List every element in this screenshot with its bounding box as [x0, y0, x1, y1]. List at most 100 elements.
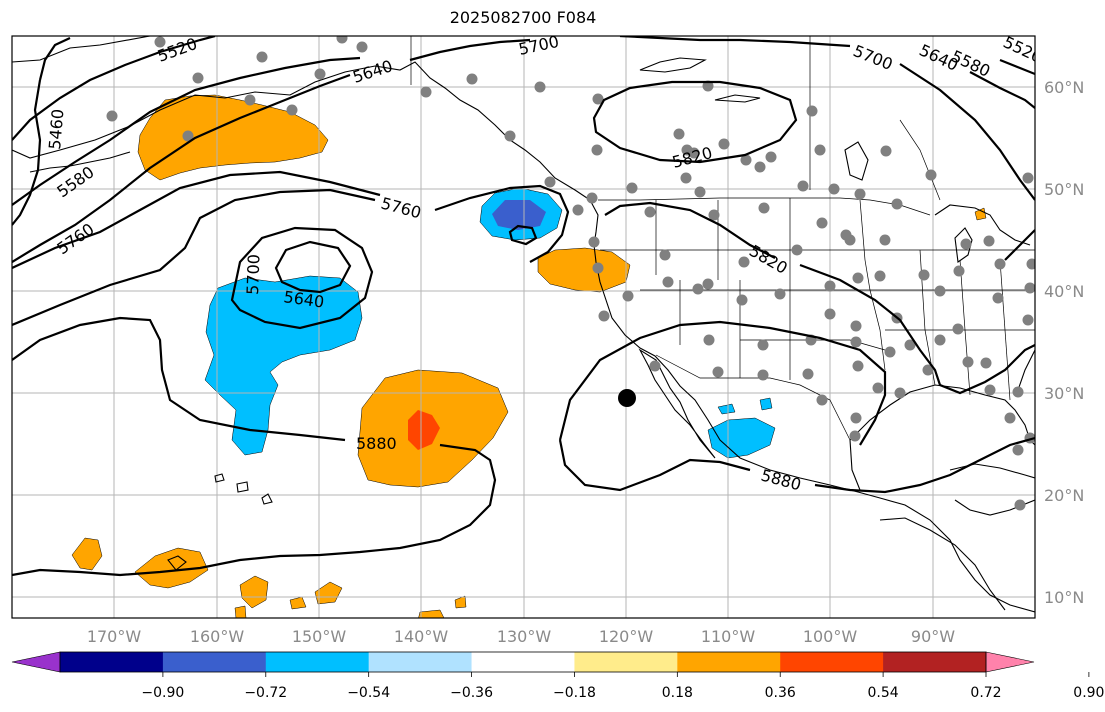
colorbar-tick-label: −0.54 — [347, 685, 390, 701]
colorbar: −0.90 −0.72 −0.54 −0.36 −0.18 0.18 0.36 0.54 0.7… — [11, 651, 1104, 701]
contour-label: 5460 — [45, 108, 67, 150]
colorbar-cell — [780, 652, 884, 672]
station-dot — [626, 182, 638, 194]
station-dot — [850, 412, 862, 424]
lat-label: 60°N — [1044, 78, 1084, 97]
contour-5700-east — [899, 63, 1035, 201]
contour-5820-north — [592, 80, 798, 164]
contour-5880 — [1004, 229, 1035, 261]
station-dot — [588, 236, 600, 248]
contour-5880-mexico — [558, 439, 751, 492]
contour-5820 — [604, 201, 776, 259]
station-dot — [740, 154, 752, 166]
station-dot — [356, 41, 368, 53]
colorbar-cell — [265, 652, 370, 672]
colorbar-tick-label: −0.90 — [141, 685, 184, 701]
negative-anomaly-pacific — [204, 275, 363, 456]
lon-label: 150°W — [292, 627, 347, 646]
station-dot — [850, 336, 862, 348]
station-dot — [718, 138, 730, 150]
station-dot — [1004, 412, 1016, 424]
colorbar-frame — [59, 651, 987, 673]
lat-label: 40°N — [1044, 282, 1084, 301]
contour-5520-west — [12, 36, 216, 141]
station-dot — [738, 256, 750, 268]
station-dot — [649, 360, 661, 372]
station-dot — [962, 356, 974, 368]
station-dot — [644, 206, 656, 218]
station-dot — [572, 204, 584, 216]
coastlines — [12, 36, 1035, 613]
station-dot — [992, 292, 1004, 304]
station-dot — [872, 382, 884, 394]
contour-5700-low — [230, 226, 374, 330]
station-dot — [904, 339, 916, 351]
storm-center-marker — [618, 389, 636, 407]
lat-label: 20°N — [1044, 486, 1084, 505]
station-dot — [192, 72, 204, 84]
station-dot — [814, 144, 826, 156]
lon-label: 170°W — [87, 627, 142, 646]
station-dot — [712, 366, 724, 378]
station-dot — [659, 249, 671, 261]
station-dot — [692, 283, 704, 295]
contour-5820 — [12, 443, 497, 577]
colorbar-tick-label: 0.72 — [970, 685, 1001, 701]
station-dot — [688, 147, 700, 159]
station-dot — [1026, 258, 1035, 270]
colorbar-tick-label: 0.90 — [1073, 685, 1104, 701]
station-dot — [802, 368, 814, 380]
station-dot — [702, 80, 714, 92]
station-dot — [934, 334, 946, 346]
anomaly-shading — [71, 94, 987, 618]
colorbar-cell — [883, 652, 987, 672]
contour-5580-west — [12, 56, 361, 206]
height-contours — [12, 36, 1035, 577]
map-frame — [11, 35, 1036, 619]
colorbar-tick-label: −0.72 — [244, 685, 287, 701]
colorbar-tick-label: 0.18 — [662, 685, 693, 701]
station-dot — [1014, 499, 1026, 511]
station-dot — [592, 262, 604, 274]
station-dot — [884, 346, 896, 358]
contour-small-low — [508, 224, 538, 246]
lon-label: 100°W — [803, 627, 858, 646]
contour-5640-west — [12, 73, 351, 263]
graticule — [12, 36, 1035, 618]
lon-label: 160°W — [190, 627, 245, 646]
station-dot — [534, 81, 546, 93]
contour-5640-east — [969, 71, 1035, 109]
station-dot — [880, 145, 892, 157]
station-dot — [840, 229, 852, 241]
colorbar-extend-max — [985, 651, 1035, 673]
colorbar-tick-label: −0.18 — [553, 685, 596, 701]
station-dot — [852, 360, 864, 372]
station-dot — [791, 244, 803, 256]
station-dot — [662, 276, 674, 288]
station-dot — [182, 130, 194, 142]
station-dot — [757, 339, 769, 351]
colorbar-cell — [162, 652, 267, 672]
station-dot — [816, 394, 828, 406]
contour-label: 5880 — [356, 434, 397, 453]
station-dot — [983, 235, 995, 247]
station-dot — [980, 357, 992, 369]
contour-5460 — [12, 79, 42, 226]
station-dot — [1022, 172, 1034, 184]
lon-label: 110°W — [701, 627, 756, 646]
station-dot — [754, 161, 766, 173]
station-dot — [765, 151, 777, 163]
station-dot — [504, 130, 516, 142]
latitude-labels: 60°N 50°N 40°N 30°N 20°N 10°N — [1044, 78, 1084, 607]
lat-label: 30°N — [1044, 384, 1084, 403]
station-dot — [925, 169, 937, 181]
station-dot — [816, 217, 828, 229]
station-dot — [894, 387, 906, 399]
lat-label: 10°N — [1044, 588, 1084, 607]
contour-label: 5700 — [243, 254, 263, 295]
colorbar-cell — [368, 652, 473, 672]
station-dot — [592, 93, 604, 105]
contour-5760 — [12, 188, 376, 327]
station-dot — [336, 36, 348, 44]
